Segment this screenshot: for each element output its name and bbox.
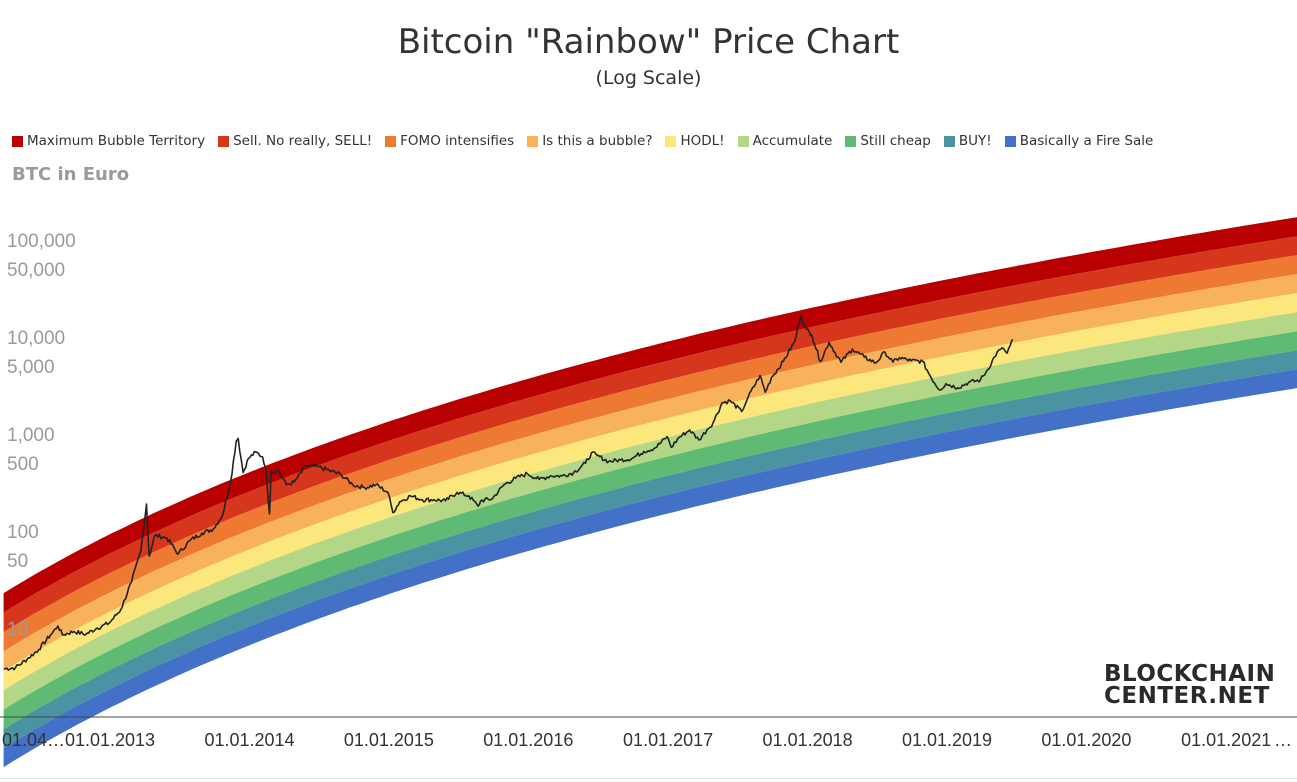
x-tick-overflow: … <box>1274 730 1292 750</box>
x-tick-label: 01.04… <box>2 730 65 750</box>
legend-label: Basically a Fire Sale <box>1019 133 1154 149</box>
rainbow-band <box>3 331 1297 730</box>
y-tick-label: 10 <box>7 619 28 640</box>
legend-item[interactable]: HODL! <box>665 133 725 149</box>
legend-swatch <box>12 135 23 147</box>
legend-swatch <box>527 135 539 147</box>
y-tick-label: 1,000 <box>7 425 55 446</box>
legend-swatch <box>1004 135 1016 147</box>
legend-label: HODL! <box>680 133 725 149</box>
rainbow-band <box>3 350 1297 749</box>
x-axis-ticks: 01.04… 01.01.2013 01.01.2014 01.01.2015 01.0… <box>2 730 1292 750</box>
rainbow-band <box>3 236 1297 633</box>
legend-item[interactable]: Still cheap <box>845 133 931 149</box>
legend-label: FOMO intensifies <box>400 133 515 149</box>
rainbow-band <box>3 255 1297 652</box>
legend-item[interactable]: Is this a bubble? <box>527 133 652 149</box>
x-tick-label: 01.01.2019 <box>902 730 992 750</box>
rainbow-band <box>3 274 1297 671</box>
y-tick-label: 100,000 <box>7 231 76 252</box>
legend-swatch <box>665 135 677 147</box>
rainbow-band <box>3 217 1297 613</box>
y-axis-title: BTC in Euro <box>12 164 130 185</box>
y-tick-label: 50 <box>7 551 28 572</box>
legend-swatch <box>943 135 955 147</box>
legend-label: Is this a bubble? <box>542 133 653 149</box>
x-tick-label: 01.01.2016 <box>483 730 573 750</box>
btc-price-line <box>3 315 1014 671</box>
legend-item[interactable]: Accumulate <box>737 133 833 149</box>
blockchaincenter-logo: BLOCKCHAIN CENTER.NET <box>1104 661 1276 709</box>
chart-title: Bitcoin "Rainbow" Price Chart <box>397 22 900 62</box>
logo-line-2: CENTER.NET <box>1104 683 1270 709</box>
rainbow-band <box>3 293 1297 691</box>
x-tick-label: 01.01.2013 <box>65 730 155 750</box>
legend-item[interactable]: Basically a Fire Sale <box>1004 133 1154 149</box>
rainbow-band <box>3 369 1297 768</box>
y-tick-label: 500 <box>7 454 39 475</box>
x-tick-label: 01.01.2021 <box>1181 730 1271 750</box>
legend-item[interactable]: Maximum Bubble Territory <box>12 133 205 149</box>
legend-item[interactable]: FOMO intensifies <box>385 133 514 149</box>
legend-item[interactable]: BUY! <box>943 133 992 149</box>
y-tick-label: 5,000 <box>7 357 55 378</box>
x-tick-label: 01.01.2017 <box>623 730 713 750</box>
legend-label: Sell. No really, SELL! <box>233 133 373 149</box>
x-tick-label: 01.01.2018 <box>763 730 853 750</box>
legend-label: Maximum Bubble Territory <box>27 133 206 149</box>
legend-swatch <box>845 135 857 147</box>
x-tick-label: 01.01.2015 <box>344 730 434 750</box>
y-tick-label: 100 <box>7 522 39 543</box>
legend-swatch <box>385 135 397 147</box>
x-tick-label: 01.01.2020 <box>1041 730 1131 750</box>
y-tick-label: 50,000 <box>7 260 65 281</box>
legend-label: BUY! <box>958 133 992 149</box>
legend-swatch <box>737 135 749 147</box>
chart-subtitle: (Log Scale) <box>595 67 702 89</box>
legend-label: Accumulate <box>752 133 833 149</box>
x-tick-label: 01.01.2014 <box>204 730 294 750</box>
rainbow-bands <box>3 217 1297 768</box>
rainbow-band <box>3 312 1297 710</box>
price-series <box>3 315 1014 671</box>
legend-item[interactable]: Sell. No really, SELL! <box>218 133 372 149</box>
legend-label: Still cheap <box>860 133 931 149</box>
y-axis-ticks: 100,000 50,000 10,000 5,000 1,000 500 100 50 10 <box>7 231 76 640</box>
legend: Maximum Bubble Territory Sell. No really,… <box>12 131 1166 151</box>
bottom-divider <box>0 778 1297 779</box>
logo-line-1: BLOCKCHAIN <box>1104 661 1276 687</box>
legend-swatch <box>218 135 230 147</box>
y-tick-label: 10,000 <box>7 328 65 349</box>
